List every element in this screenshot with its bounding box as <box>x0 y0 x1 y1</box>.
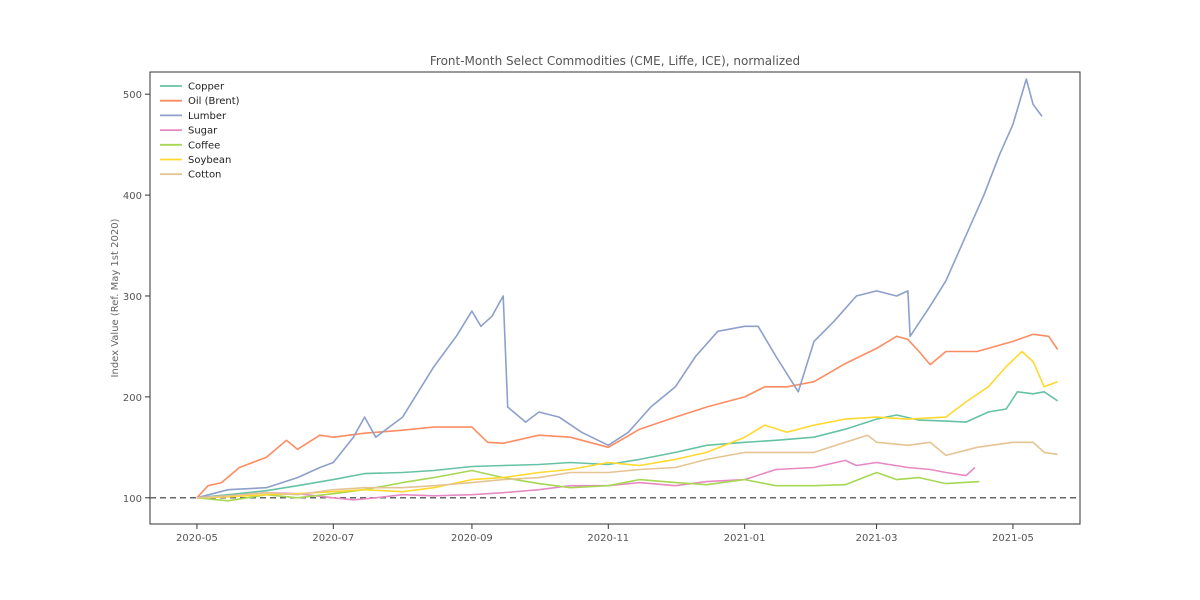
x-tick-label: 2021-01 <box>724 533 766 544</box>
x-tick-label: 2020-07 <box>312 533 354 544</box>
y-tick-label: 100 <box>123 494 142 505</box>
y-tick-label: 500 <box>123 90 142 101</box>
x-tick-label: 2020-09 <box>451 533 493 544</box>
y-tick-label: 200 <box>123 393 142 404</box>
y-axis-label: Index Value (Ref. May 1st 2020) <box>110 218 121 377</box>
x-tick-label: 2021-05 <box>992 533 1034 544</box>
plot-frame <box>149 71 1081 525</box>
chart-title: Front-Month Select Commodities (CME, Lif… <box>430 54 800 68</box>
legend-label: Cotton <box>188 170 221 181</box>
x-tick-label: 2020-11 <box>587 533 629 544</box>
x-axis: 2020-05 2020-07 2020-09 2020-11 2021-01 2021-… <box>176 524 1034 544</box>
y-axis: 100 200 300 400 500 <box>123 90 150 505</box>
y-tick-label: 300 <box>123 292 142 303</box>
legend-label: Soybean <box>188 155 231 166</box>
series-line-oil-brent <box>196 333 1059 499</box>
legend-label: Lumber <box>188 111 227 122</box>
x-tick-label: 2020-05 <box>176 533 218 544</box>
series-line-sugar <box>196 459 976 501</box>
legend: Copper Oil (Brent) Lumber Sugar Coffee Soybea… <box>160 82 240 181</box>
legend-label: Oil (Brent) <box>188 96 240 107</box>
series-line-coffee <box>196 469 980 502</box>
series-lines <box>196 78 1059 502</box>
legend-label: Copper <box>188 82 225 93</box>
series-line-cotton <box>196 434 1058 499</box>
series-line-lumber <box>196 78 1043 499</box>
legend-label: Coffee <box>188 140 220 151</box>
series-line-copper <box>196 391 1059 499</box>
legend-label: Sugar <box>188 126 218 137</box>
y-tick-label: 400 <box>123 191 142 202</box>
x-tick-label: 2021-03 <box>856 533 898 544</box>
series-line-soybean <box>196 350 1058 499</box>
